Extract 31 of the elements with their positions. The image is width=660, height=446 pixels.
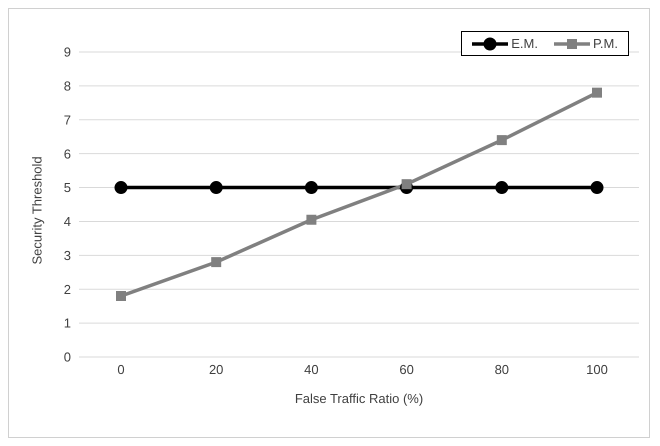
x-tick-label: 100	[586, 362, 608, 378]
legend-label: E.M.	[510, 36, 538, 51]
point	[495, 181, 508, 194]
point	[306, 214, 316, 225]
y-tick-label: 4	[64, 214, 71, 230]
x-tick-label: 20	[208, 362, 224, 378]
y-tick-label: 6	[64, 146, 71, 162]
y-tick-label: 8	[64, 78, 71, 94]
point	[114, 181, 128, 194]
point	[116, 291, 126, 301]
y-tick-label: 1	[64, 316, 71, 331]
y-tick-label: 7	[64, 112, 71, 128]
x-tick-label: 80	[494, 362, 510, 378]
point	[211, 257, 222, 268]
x-axis-title: False Traffic Ratio (%)	[294, 391, 424, 406]
y-tick-label: 0	[64, 350, 71, 365]
x-tick-label: 60	[399, 362, 414, 378]
point	[590, 181, 604, 194]
point	[496, 135, 507, 146]
y-tick-label: 5	[64, 180, 71, 196]
y-tick-label: 2	[64, 282, 71, 297]
point	[592, 88, 602, 98]
x-tick-label: 0	[117, 362, 125, 378]
x-tick-label: 40	[304, 362, 319, 378]
point	[402, 179, 412, 190]
legend-label: P.M.	[592, 36, 618, 51]
y-axis-title: Security Threshold	[30, 156, 45, 264]
y-tick-label: 3	[64, 248, 71, 263]
point	[304, 181, 318, 194]
y-tick-label: 9	[64, 44, 71, 60]
point	[210, 181, 223, 194]
